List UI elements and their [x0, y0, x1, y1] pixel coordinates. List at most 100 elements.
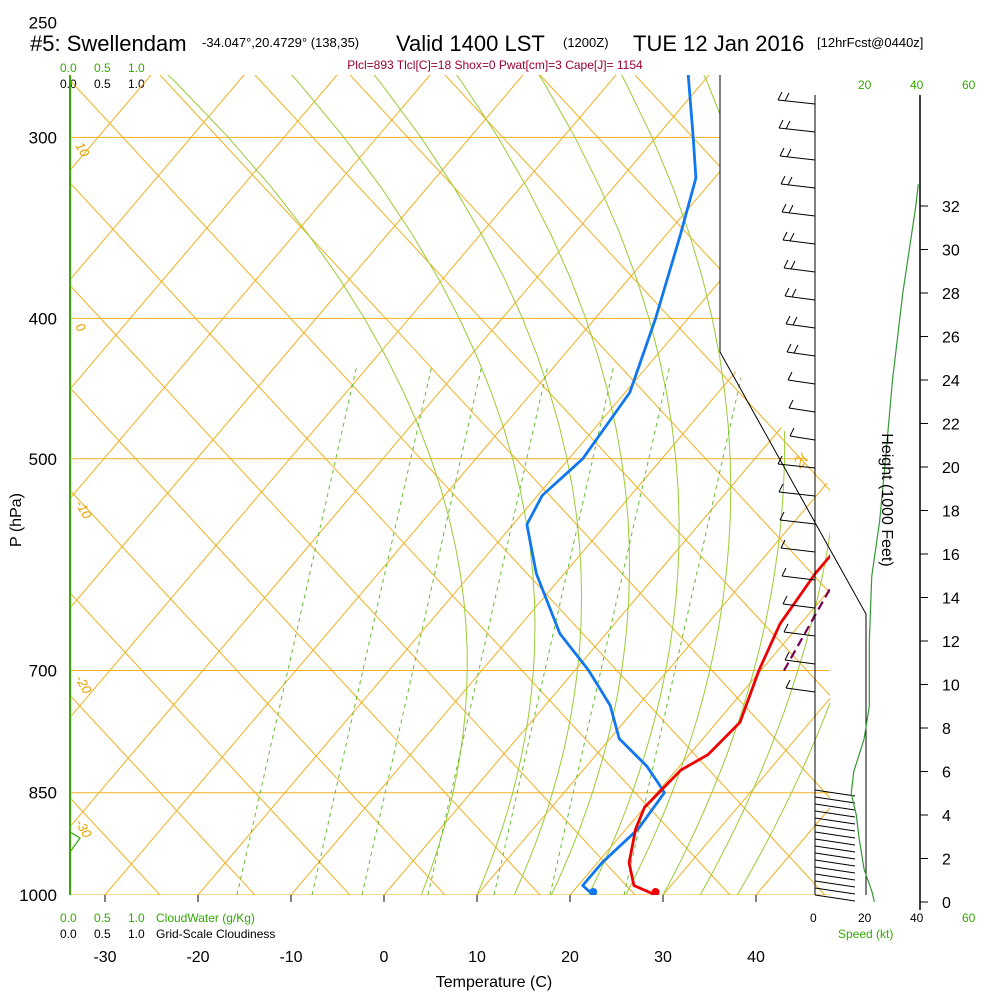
wind-barb-staff [780, 183, 816, 189]
wind-barb-flag [785, 679, 791, 689]
cloudiness-bottom-05: 0.5 [94, 927, 111, 941]
pressure-tick-500: 500 [29, 450, 57, 469]
isotherm--60 [70, 75, 524, 609]
mixing-ratio-line-0 [236, 364, 358, 895]
sounding-params: Plcl=893 Tlcl[C]=18 Shox=0 Pwat[cm]=3 Ca… [347, 58, 643, 72]
pressure-ticks: 250 300 400 500 700 850 1000 [19, 14, 57, 905]
isotherm-0 [383, 369, 830, 895]
isotherm--90 [70, 75, 245, 281]
dry-adiabat-label-3: 30 [838, 538, 863, 563]
speed-top-60: 60 [962, 78, 976, 92]
cloudwater-scale-1: 1.0 [128, 61, 145, 75]
wind-barb-staff [782, 603, 816, 609]
wind-barb-flag [781, 203, 787, 213]
wind-barb-staff [782, 239, 816, 245]
wind-barb-flag [782, 231, 788, 241]
wind-barb-low [814, 838, 856, 846]
dry-adiabat--5 [70, 489, 446, 895]
mixing-ratio-line-1 [311, 364, 433, 895]
wind-speed-profile [850, 184, 919, 903]
speed-top-20: 20 [858, 78, 872, 92]
mixing-ratio-line-2 [361, 364, 483, 895]
wind-barb-staff [783, 267, 816, 273]
wind-barb-staff [784, 295, 816, 301]
dry-adiabat-1 [254, 75, 830, 697]
wind-barb-flag [779, 147, 785, 157]
isotherm--70 [70, 75, 431, 500]
height-tick-8: 8 [942, 721, 951, 738]
isotherm-label-2: -10 [72, 497, 95, 521]
wind-barb-low [814, 803, 856, 811]
dry-adiabat-2 [349, 75, 830, 594]
wind-barb-low [814, 824, 856, 832]
wind-barb-staff [778, 491, 816, 497]
plot-area: 100-10-20-300102030123581220 [0, 23, 863, 915]
temp-tick-0: 0 [380, 949, 389, 966]
mixing-ratio-label-6: 20 [611, 893, 633, 915]
height-tick-0: 0 [942, 895, 951, 912]
wind-barb-low [814, 873, 856, 881]
cloudwater-scale-0: 0.0 [60, 61, 77, 75]
cloudiness-scale-05: 0.5 [94, 77, 111, 91]
cloudwater-scale-05: 0.5 [94, 61, 111, 75]
wind-barb-flag [778, 119, 784, 129]
height-tick-18: 18 [942, 504, 960, 521]
dry-adiabat--3 [70, 284, 636, 895]
plot-mask [720, 75, 830, 487]
moist-adiabat-4 [538, 75, 680, 895]
temp-tick--10: -10 [279, 949, 302, 966]
temp-tick-20: 20 [561, 949, 579, 966]
isotherm--120 [0, 23, 10, 895]
height-tick-2: 2 [942, 852, 951, 869]
wind-barb-flag [788, 204, 794, 214]
mixing-ratio-label-4: 8 [482, 898, 498, 914]
wind-barb-flag [793, 344, 799, 354]
dry-adiabat--7 [70, 694, 256, 895]
dry-adiabat--1 [70, 79, 826, 895]
date-label: TUE 12 Jan 2016 [633, 31, 804, 56]
height-tick-14: 14 [942, 591, 960, 608]
isotherm--100 [70, 75, 152, 172]
mixing-ratio-label-3: 5 [417, 898, 433, 914]
cloudwater-legend: CloudWater (g/Kg) [156, 911, 255, 925]
wind-barb-flag [787, 371, 793, 381]
wind-barb-low [814, 789, 856, 797]
cloudwater-bottom-1: 1.0 [128, 911, 145, 925]
speed-scale-bottom: 0 20 40 60 Speed (kt) [810, 911, 976, 941]
mixing-ratio-label-1: 2 [301, 898, 318, 915]
wind-barb-flag [787, 176, 793, 186]
height-tick-6: 6 [942, 765, 951, 782]
dry-adiabat--2 [70, 182, 731, 895]
mixing-ratio-label-2: 3 [354, 898, 370, 914]
height-tick-32: 32 [942, 199, 960, 216]
wind-barb-low [814, 894, 856, 902]
wind-barb-flag [784, 92, 790, 102]
wind-barb-staff [785, 687, 816, 693]
dry-adiabat--9 [0, 75, 65, 895]
speed-scale-top: 0 20 40 60 [815, 78, 976, 92]
height-tick-30: 30 [942, 243, 960, 260]
pressure-tick-700: 700 [29, 662, 57, 681]
wind-speed-line [850, 184, 919, 903]
mixing-ratio-line-5 [549, 364, 671, 895]
wind-barb-flag [784, 651, 790, 661]
cloudiness-bottom-0: 0.0 [60, 927, 77, 941]
pressure-tick-1000: 1000 [19, 886, 57, 905]
station-coords: -34.047°,20.4729° (138,35) [202, 35, 359, 50]
wind-barb-low [814, 880, 856, 888]
zulu-time: (1200Z) [563, 35, 609, 50]
wind-barb-flag [777, 455, 783, 465]
wind-barb-flag [786, 343, 792, 353]
wind-barb-staff [778, 127, 816, 133]
cloudiness-bottom-1: 1.0 [128, 927, 145, 941]
wind-barb-flag [789, 232, 795, 242]
wind-barb-flag [790, 260, 796, 270]
plot-frame [719, 75, 867, 895]
wind-barb-low [814, 796, 856, 804]
height-tick-20: 20 [942, 460, 960, 477]
temp-tick-10: 10 [468, 949, 486, 966]
temp-tick-40: 40 [747, 949, 765, 966]
cloudwater-trace [70, 831, 81, 862]
